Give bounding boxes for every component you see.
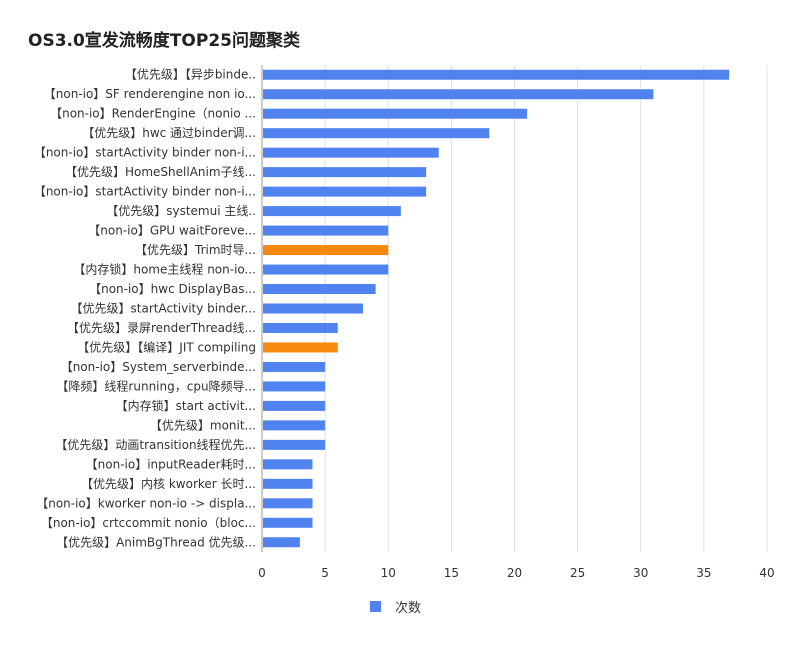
- category-label: 【优先级】录屏renderThread线...: [67, 321, 256, 335]
- x-tick-label: 40: [759, 566, 774, 580]
- bar: [263, 303, 363, 314]
- x-tick-label: 20: [507, 566, 522, 580]
- bar: [263, 420, 326, 431]
- bar: [263, 186, 427, 197]
- category-label: 【优先级】【异步binde..: [125, 68, 256, 82]
- bar: [263, 147, 439, 158]
- bar: [263, 245, 389, 256]
- bar: [263, 517, 313, 528]
- bar: [263, 264, 389, 275]
- bar: [263, 361, 326, 372]
- bar: [263, 342, 338, 353]
- legend[interactable]: 次数: [370, 597, 421, 616]
- bar: [263, 459, 313, 470]
- x-tick-label: 35: [696, 566, 711, 580]
- bar: [263, 498, 313, 509]
- x-tick-label: 10: [381, 566, 396, 580]
- bar: [263, 225, 389, 236]
- bar: [263, 400, 326, 411]
- category-label: 【non-io】startActivity binder non-i...: [34, 185, 256, 199]
- bar: [263, 128, 490, 139]
- category-label: 【优先级】hwc 通过binder调...: [82, 126, 256, 140]
- category-label: 【优先级】内核 kworker 长时...: [81, 477, 256, 491]
- bar: [263, 69, 730, 80]
- chart-title: OS3.0宣发流畅度TOP25问题聚类: [28, 31, 300, 51]
- category-label: 【non-io】GPU waitForeve...: [88, 224, 256, 238]
- category-label: 【non-io】SF renderengine non io...: [44, 87, 256, 101]
- bar: [263, 537, 300, 548]
- category-label: 【优先级】Trim时导...: [135, 243, 256, 257]
- bar: [263, 381, 326, 392]
- category-label: 【优先级】【编译】JIT compiling: [77, 339, 256, 354]
- bar: [263, 439, 326, 450]
- category-label: 【优先级】systemui 主线..: [106, 204, 256, 218]
- x-tick-label: 15: [444, 566, 459, 580]
- category-label: 【non-io】kworker non-io -> displa...: [36, 496, 256, 510]
- category-label: 【优先级】startActivity binder...: [71, 302, 256, 316]
- category-label: 【降频】线程running，cpu降频导...: [56, 378, 256, 393]
- bar: [263, 322, 338, 333]
- bar: [263, 89, 654, 100]
- category-label: 【non-io】hwc DisplayBas...: [89, 282, 256, 296]
- category-label: 【内存锁】home主线程 non-io...: [73, 262, 256, 277]
- x-tick-label: 25: [570, 566, 585, 580]
- category-label: 【non-io】startActivity binder non-i...: [34, 146, 256, 160]
- bar: [263, 206, 401, 217]
- category-label: 【non-io】crtccommit nonio（bloc...: [41, 516, 256, 530]
- legend-swatch: [370, 601, 381, 612]
- legend-label: 次数: [395, 601, 422, 616]
- bar: [263, 108, 528, 119]
- category-label: 【优先级】动画transition线程优先...: [55, 437, 256, 452]
- category-label: 【优先级】AnimBgThread 优先级...: [56, 535, 256, 549]
- x-tick-label: 5: [321, 566, 329, 580]
- category-label: 【non-io】inputReader耗时...: [86, 457, 256, 471]
- category-label: 【优先级】HomeShellAnim子线...: [65, 165, 256, 179]
- x-tick-label: 0: [258, 566, 266, 580]
- category-label: 【优先级】monit...: [150, 418, 256, 432]
- bar: [263, 167, 427, 178]
- category-label: 【内存锁】start activit...: [116, 398, 256, 413]
- category-label: 【non-io】System_serverbinde...: [61, 360, 256, 374]
- bar: [263, 478, 313, 489]
- category-label: 【non-io】RenderEngine（nonio ...: [50, 107, 256, 121]
- bar: [263, 284, 376, 295]
- x-tick-label: 30: [633, 566, 648, 580]
